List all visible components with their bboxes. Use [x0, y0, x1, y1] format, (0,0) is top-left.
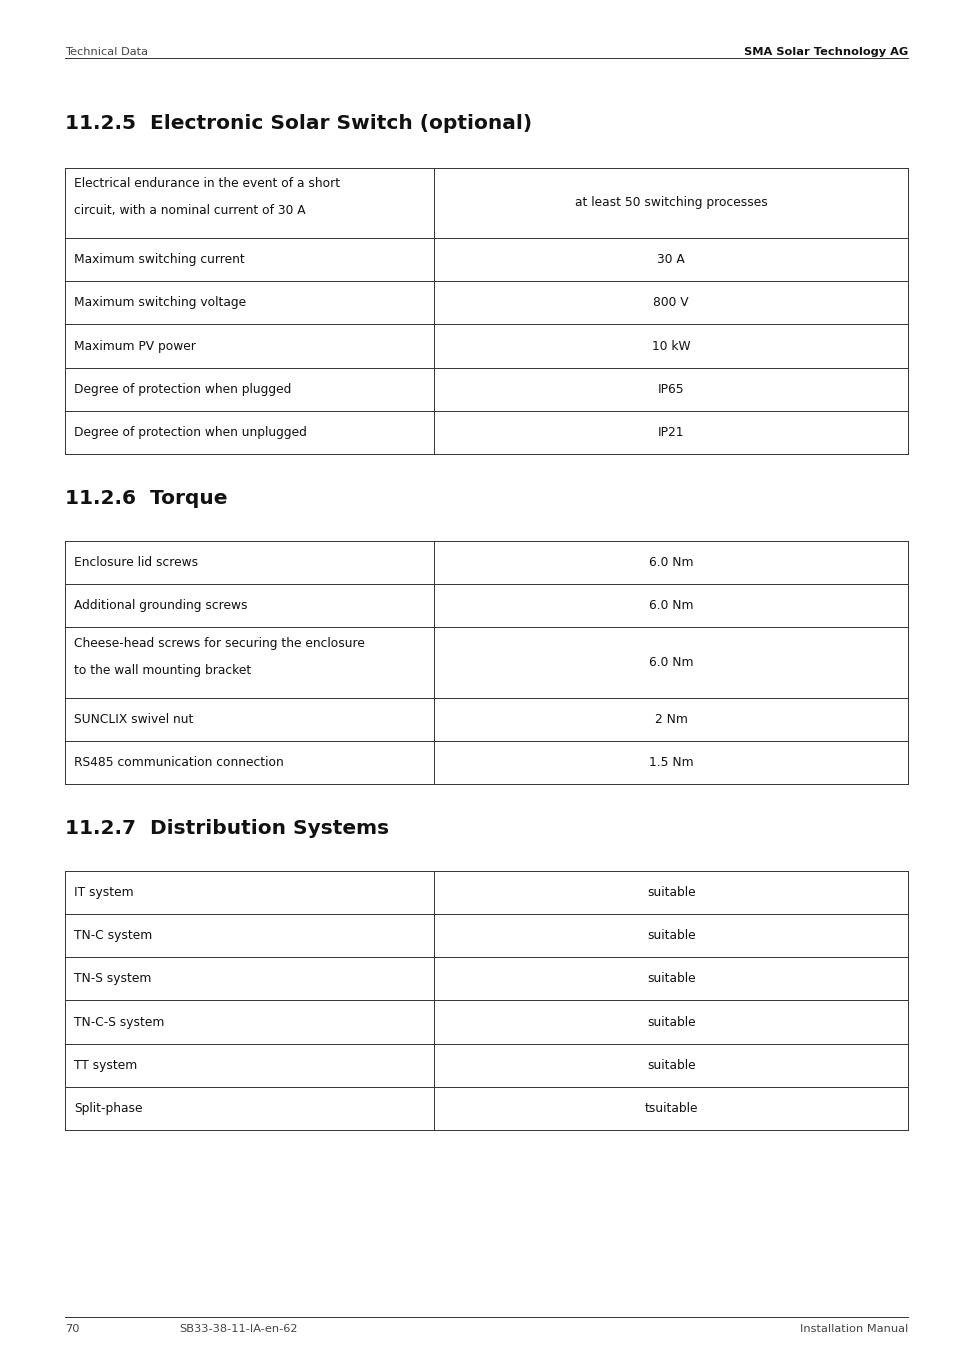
Text: TT system: TT system	[74, 1059, 137, 1072]
Text: 11.2.7  Distribution Systems: 11.2.7 Distribution Systems	[65, 819, 389, 838]
Text: Enclosure lid screws: Enclosure lid screws	[74, 556, 198, 569]
Text: Additional grounding screws: Additional grounding screws	[74, 599, 248, 612]
Text: Technical Data: Technical Data	[65, 47, 148, 57]
Text: suitable: suitable	[646, 886, 695, 899]
Text: 30 A: 30 A	[657, 253, 684, 266]
Text: suitable: suitable	[646, 929, 695, 942]
Text: TN-S system: TN-S system	[74, 972, 152, 986]
Text: 10 kW: 10 kW	[651, 339, 690, 353]
Text: 800 V: 800 V	[653, 296, 688, 310]
Text: Cheese-head screws for securing the enclosure: Cheese-head screws for securing the encl…	[74, 637, 365, 650]
Text: Split-phase: Split-phase	[74, 1102, 143, 1115]
Text: tsuitable: tsuitable	[643, 1102, 698, 1115]
Text: 11.2.5  Electronic Solar Switch (optional): 11.2.5 Electronic Solar Switch (optional…	[65, 114, 532, 132]
Text: IP21: IP21	[658, 426, 683, 439]
Text: IP65: IP65	[658, 383, 683, 396]
Text: Installation Manual: Installation Manual	[800, 1324, 907, 1333]
Text: TN-C-S system: TN-C-S system	[74, 1015, 165, 1029]
Text: SB33-38-11-IA-en-62: SB33-38-11-IA-en-62	[179, 1324, 297, 1333]
Text: RS485 communication connection: RS485 communication connection	[74, 756, 284, 769]
Text: IT system: IT system	[74, 886, 133, 899]
Text: 1.5 Nm: 1.5 Nm	[648, 756, 693, 769]
Text: 11.2.6  Torque: 11.2.6 Torque	[65, 489, 227, 508]
Text: Maximum switching current: Maximum switching current	[74, 253, 245, 266]
Text: Degree of protection when plugged: Degree of protection when plugged	[74, 383, 292, 396]
Text: at least 50 switching processes: at least 50 switching processes	[574, 196, 767, 210]
Text: suitable: suitable	[646, 972, 695, 986]
Text: Maximum PV power: Maximum PV power	[74, 339, 196, 353]
Text: 6.0 Nm: 6.0 Nm	[648, 656, 693, 669]
Text: 6.0 Nm: 6.0 Nm	[648, 556, 693, 569]
Text: suitable: suitable	[646, 1059, 695, 1072]
Text: Maximum switching voltage: Maximum switching voltage	[74, 296, 246, 310]
Text: 2 Nm: 2 Nm	[654, 713, 687, 726]
Text: circuit, with a nominal current of 30 A: circuit, with a nominal current of 30 A	[74, 204, 306, 218]
Text: 70: 70	[65, 1324, 79, 1333]
Text: TN-C system: TN-C system	[74, 929, 152, 942]
Text: to the wall mounting bracket: to the wall mounting bracket	[74, 664, 252, 677]
Text: Electrical endurance in the event of a short: Electrical endurance in the event of a s…	[74, 177, 340, 191]
Text: suitable: suitable	[646, 1015, 695, 1029]
Text: 6.0 Nm: 6.0 Nm	[648, 599, 693, 612]
Text: SMA Solar Technology AG: SMA Solar Technology AG	[743, 47, 907, 57]
Text: Degree of protection when unplugged: Degree of protection when unplugged	[74, 426, 307, 439]
Text: SUNCLIX swivel nut: SUNCLIX swivel nut	[74, 713, 193, 726]
